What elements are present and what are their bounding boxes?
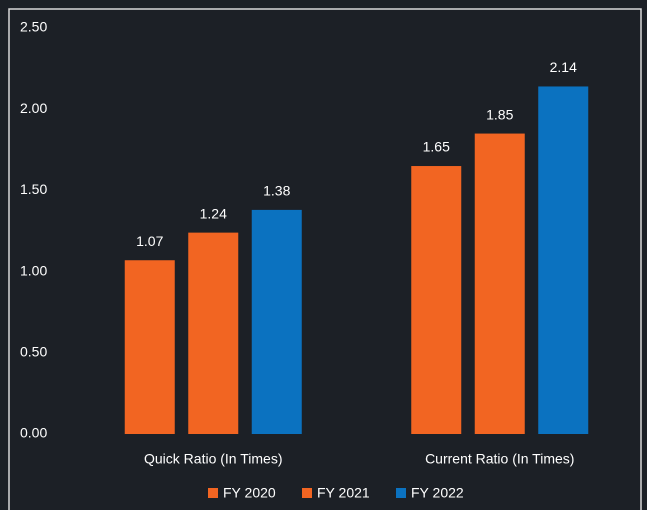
- bar: [474, 133, 525, 434]
- bar: [251, 209, 302, 434]
- frame: [8, 8, 642, 510]
- y-tick-label: 2.50: [20, 19, 47, 35]
- y-tick-label: 0.00: [20, 425, 47, 441]
- bar: [411, 166, 462, 435]
- x-tick-label: Quick Ratio (In Times): [144, 451, 282, 467]
- legend-label: FY 2021: [317, 485, 370, 501]
- legend-label: FY 2020: [223, 485, 276, 501]
- y-tick-label: 0.50: [20, 344, 47, 360]
- legend-swatch: [302, 488, 312, 498]
- data-label: 1.07: [136, 233, 163, 249]
- data-label: 1.85: [486, 106, 513, 122]
- x-tick-label: Current Ratio (In Times): [425, 451, 574, 467]
- bar: [538, 86, 589, 435]
- bar: [188, 232, 239, 434]
- bar: [124, 260, 175, 434]
- y-tick-label: 2.00: [20, 100, 47, 116]
- legend-label: FY 2022: [411, 485, 464, 501]
- data-label: 2.14: [550, 59, 577, 75]
- legend-swatch: [208, 488, 218, 498]
- legend-swatch: [396, 488, 406, 498]
- y-tick-label: 1.00: [20, 262, 47, 278]
- data-label: 1.38: [263, 183, 290, 199]
- data-label: 1.65: [423, 139, 450, 155]
- data-label: 1.24: [200, 205, 227, 221]
- y-tick-label: 1.50: [20, 181, 47, 197]
